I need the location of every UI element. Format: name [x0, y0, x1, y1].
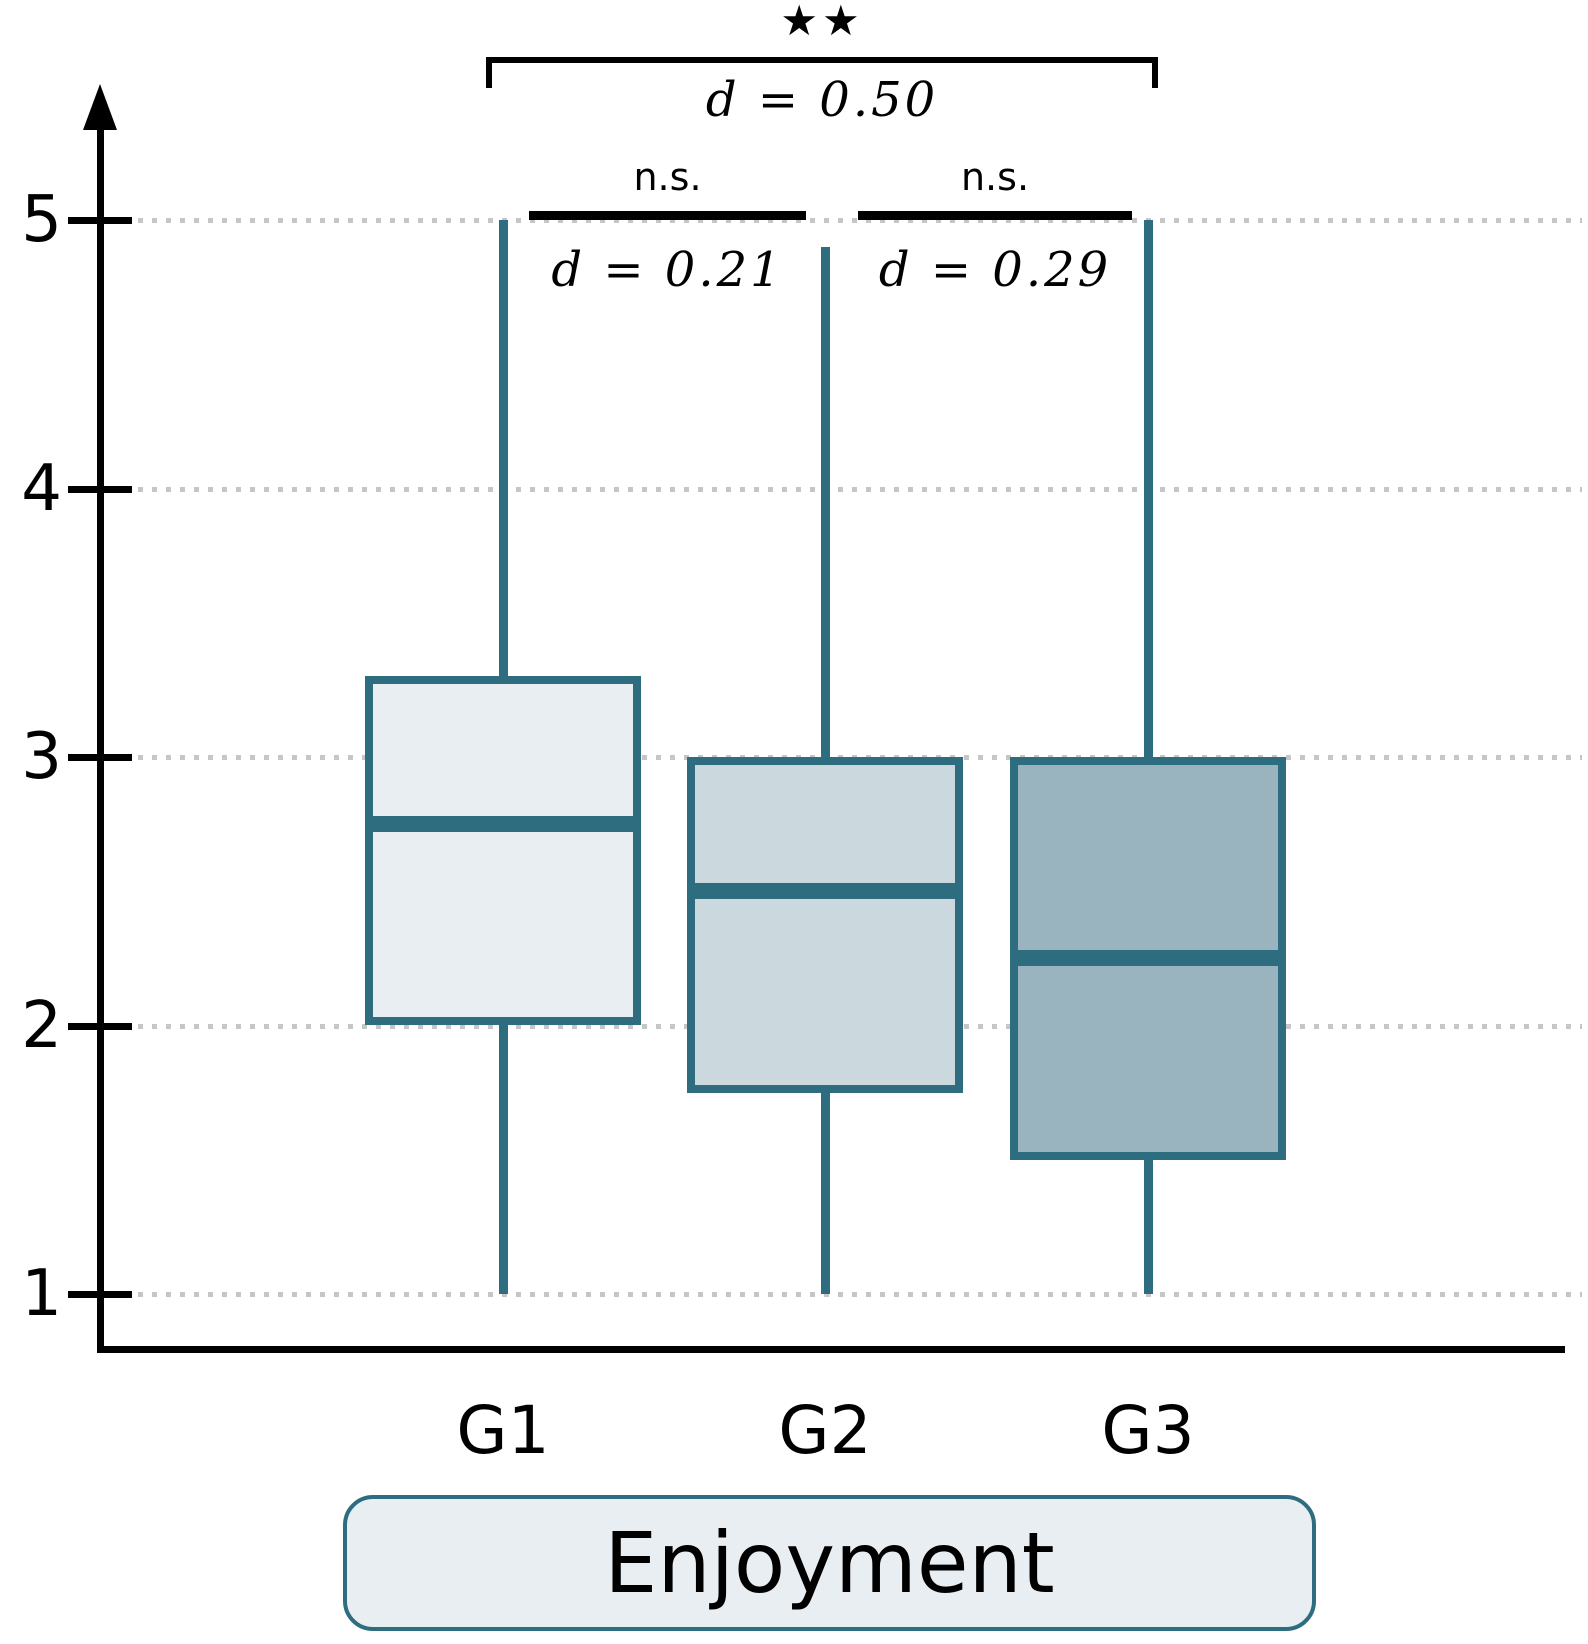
- x-axis-label: Enjoyment: [604, 1514, 1055, 1612]
- box-G1: [365, 676, 641, 1026]
- y-tick-label-1: 1: [21, 1257, 62, 1331]
- y-tick-label-3: 3: [21, 720, 62, 794]
- sig-bar-G1-G2: [529, 211, 806, 220]
- significance-label-G2-G3: n.s.: [960, 155, 1030, 199]
- median-G2: [687, 883, 963, 900]
- category-label-G3: G3: [1101, 1392, 1195, 1469]
- sig-bracket-right-tick-G1-G3: [1152, 57, 1158, 88]
- gridline-y1: [110, 1292, 1582, 1297]
- y-axis-line: [97, 110, 104, 1353]
- y-tick-label-4: 4: [21, 451, 62, 526]
- sig-bar-G2-G3: [858, 211, 1132, 220]
- y-tick-label-2: 2: [21, 988, 62, 1063]
- category-label-G2: G2: [778, 1392, 872, 1469]
- gridline-y5: [110, 218, 1582, 223]
- significance-label-G1-G2: n.s.: [633, 155, 702, 199]
- median-G3: [1010, 950, 1286, 967]
- effect-size-label-G1-G3: d = 0.50: [705, 72, 939, 128]
- x-axis-line: [97, 1346, 1565, 1353]
- sig-bracket-G1-G3: [486, 57, 1158, 63]
- y-tick-label-5: 5: [21, 183, 62, 257]
- box-G2: [687, 757, 963, 1093]
- category-label-G1: G1: [456, 1392, 550, 1469]
- effect-size-label-G1-G2: d = 0.21: [551, 242, 784, 298]
- effect-size-label-G2-G3: d = 0.29: [878, 242, 1112, 298]
- median-G1: [365, 816, 641, 833]
- gridline-y4: [110, 486, 1582, 492]
- sig-bracket-left-tick-G1-G3: [486, 57, 492, 88]
- significance-label-G1-G3: ★★: [780, 0, 864, 45]
- x-axis-label-pill: Enjoyment: [343, 1495, 1316, 1631]
